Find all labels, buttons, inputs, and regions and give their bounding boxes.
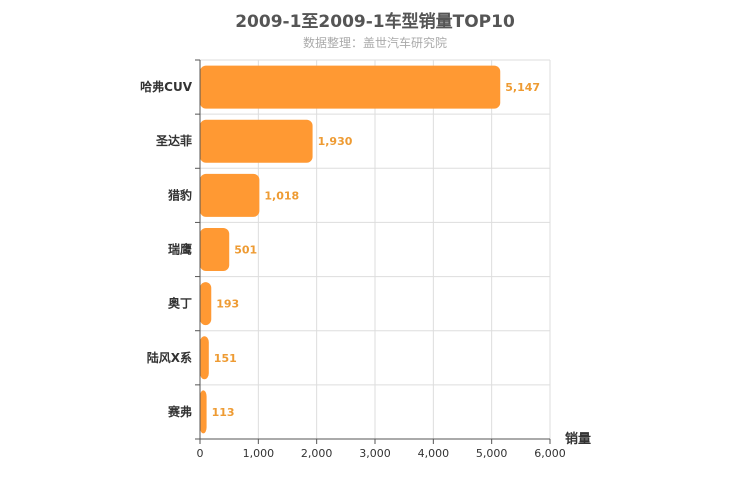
x-tick-label: 4,000 [418, 447, 450, 460]
data-label: 5,147 [505, 81, 540, 94]
category-label: 陆风X系 [147, 350, 192, 365]
bar[interactable] [200, 65, 501, 109]
category-label: 奥丁 [168, 296, 192, 311]
axes [195, 59, 551, 444]
data-label: 113 [212, 406, 235, 419]
category-label: 哈弗CUV [140, 79, 193, 94]
chart-title: 2009-1至2009-1车型销量TOP10 [235, 12, 515, 32]
x-axis-title: 销量 [565, 431, 591, 447]
bar[interactable] [200, 390, 207, 434]
category-label: 圣达菲 [155, 133, 192, 148]
data-label: 501 [234, 244, 257, 257]
category-label: 瑞鹰 [168, 242, 192, 257]
data-label: 193 [216, 298, 239, 311]
data-label: 1,930 [318, 135, 353, 148]
bar[interactable] [200, 228, 230, 271]
x-tick-label: 0 [197, 447, 204, 460]
labels: 5,147 哈弗CUV 1,930 圣达菲 1,018 猎豹 501 瑞鹰 193 奥丁 151 陆风… [140, 79, 566, 460]
bar[interactable] [200, 119, 313, 163]
data-label: 151 [214, 352, 237, 365]
bar[interactable] [200, 173, 260, 217]
bar[interactable] [200, 282, 212, 326]
x-tick-label: 3,000 [359, 447, 391, 460]
category-label: 猎豹 [168, 187, 192, 202]
x-tick-label: 6,000 [534, 447, 566, 460]
data-label: 1,018 [264, 189, 299, 202]
x-tick-label: 5,000 [476, 447, 508, 460]
bars [200, 65, 501, 434]
chart-subtitle: 数据整理：盖世汽车研究院 [302, 36, 447, 50]
bar[interactable] [200, 336, 209, 380]
category-label: 赛弗 [167, 404, 192, 419]
x-tick-label: 1,000 [243, 447, 275, 460]
x-tick-label: 2,000 [301, 447, 333, 460]
